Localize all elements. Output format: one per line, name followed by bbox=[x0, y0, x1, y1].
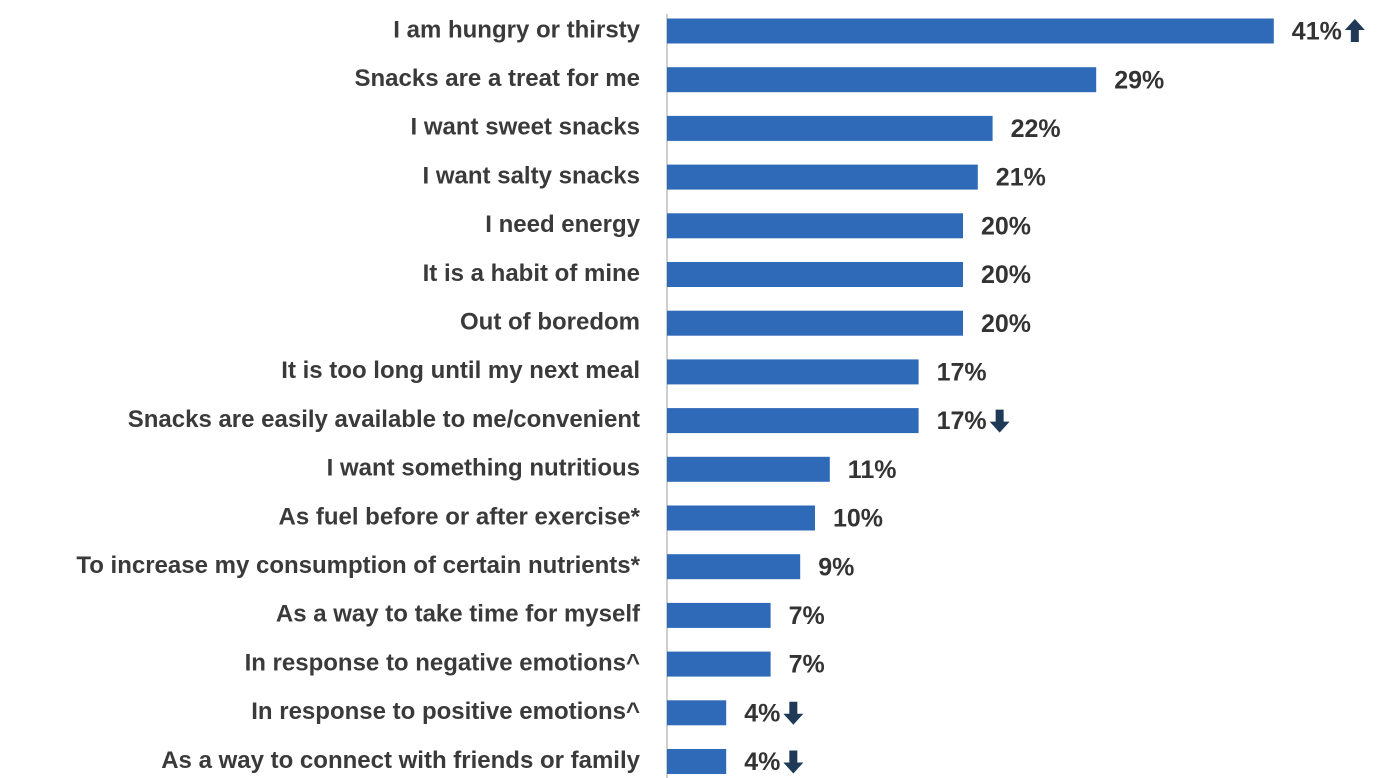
value-label: 11% bbox=[848, 456, 897, 484]
bar bbox=[667, 408, 919, 434]
bar bbox=[667, 164, 978, 190]
bar bbox=[667, 67, 1097, 93]
bar bbox=[667, 456, 830, 482]
category-label: I am hungry or thirsty bbox=[393, 16, 640, 43]
bar bbox=[667, 262, 963, 287]
value-label: 10% bbox=[833, 505, 883, 533]
category-label: As a way to take time for myself bbox=[276, 601, 641, 628]
value-label: 20% bbox=[981, 310, 1031, 338]
category-label: I need energy bbox=[485, 211, 640, 238]
trend-arrow bbox=[989, 409, 1010, 433]
value-label: 7% bbox=[789, 602, 825, 630]
value-label: 41% bbox=[1292, 18, 1342, 46]
value-label: 20% bbox=[981, 261, 1031, 289]
value-label: 17% bbox=[937, 407, 987, 435]
category-label: Snacks are a treat for me bbox=[355, 65, 640, 92]
value-label: 9% bbox=[818, 553, 854, 581]
category-label: As a way to connect with friends or fami… bbox=[161, 747, 640, 774]
bar bbox=[667, 359, 919, 385]
bar bbox=[667, 18, 1274, 44]
trend-arrow bbox=[783, 750, 804, 774]
bar bbox=[667, 700, 727, 726]
value-label: 29% bbox=[1114, 66, 1164, 94]
bar bbox=[667, 602, 771, 628]
value-label: 7% bbox=[789, 651, 825, 679]
value-label: 22% bbox=[1011, 115, 1061, 143]
category-label: Snacks are easily available to me/conven… bbox=[128, 406, 640, 433]
category-label: As fuel before or after exercise* bbox=[279, 503, 641, 530]
category-label: In response to negative emotions^ bbox=[245, 649, 640, 676]
trend-arrow bbox=[1344, 19, 1365, 42]
trend-arrow bbox=[783, 701, 804, 725]
value-label: 4% bbox=[744, 748, 780, 776]
category-label: I want something nutritious bbox=[327, 455, 640, 482]
category-label: In response to positive emotions^ bbox=[251, 698, 640, 725]
bar bbox=[667, 213, 963, 239]
value-label: 17% bbox=[937, 359, 987, 387]
category-label: I want sweet snacks bbox=[411, 114, 640, 141]
bar bbox=[667, 505, 815, 531]
category-label: To increase my consumption of certain nu… bbox=[76, 552, 640, 579]
category-label: Out of boredom bbox=[460, 309, 640, 336]
bar bbox=[667, 651, 771, 677]
value-label: 4% bbox=[744, 699, 780, 727]
bar bbox=[667, 310, 963, 336]
bar bbox=[667, 554, 801, 580]
category-label: It is a habit of mine bbox=[423, 260, 640, 287]
category-label: It is too long until my next meal bbox=[281, 357, 640, 384]
value-label: 21% bbox=[996, 164, 1046, 192]
bar bbox=[667, 115, 993, 141]
value-label: 20% bbox=[981, 212, 1031, 240]
bar bbox=[667, 749, 727, 774]
category-label: I want salty snacks bbox=[423, 162, 640, 189]
